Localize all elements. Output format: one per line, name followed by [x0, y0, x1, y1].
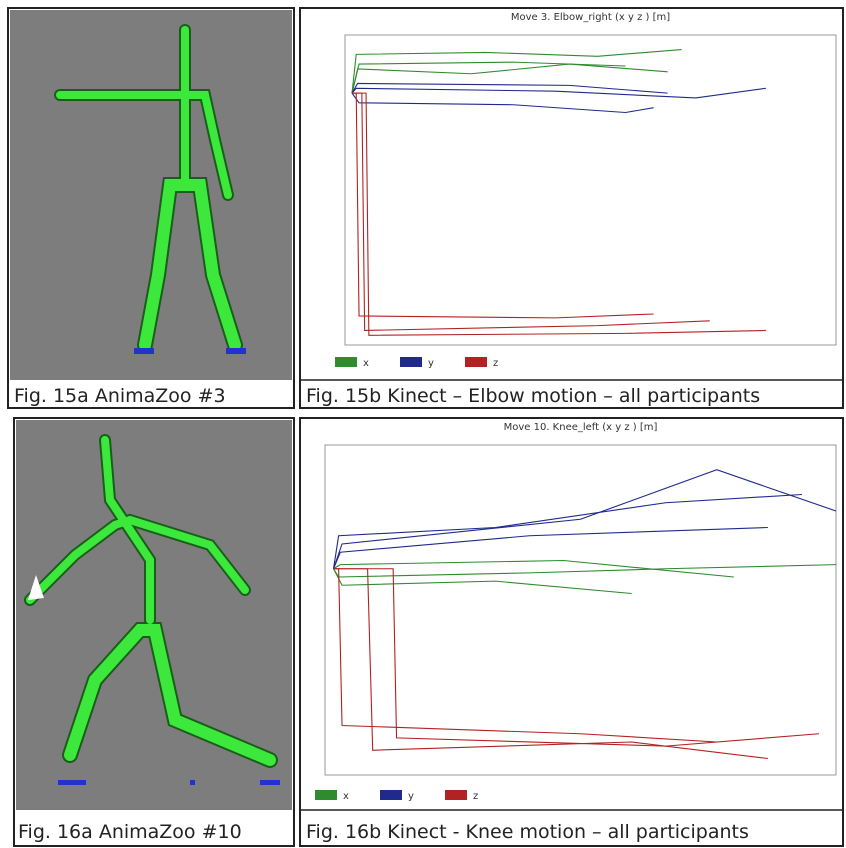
caption: Fig. 15b Kinect – Elbow motion – all par… [306, 385, 760, 407]
legend-label: z [473, 791, 478, 802]
caption: Fig. 15a AnimaZoo #3 [14, 385, 226, 407]
page: Fig. 15a AnimaZoo #3 Fig. 15b Kinect – E… [0, 0, 846, 848]
legend-label: x [343, 791, 349, 802]
figure-frame [300, 418, 843, 846]
legend-swatch [400, 357, 422, 367]
chart-title: Move 10. Knee_left (x y z ) [m] [504, 422, 658, 433]
legend-swatch [380, 790, 402, 800]
legend-label: y [408, 791, 414, 802]
chart-title: Move 3. Elbow_right (x y z ) [m] [511, 12, 670, 23]
legend-swatch [315, 790, 337, 800]
legend-swatch [335, 357, 357, 367]
legend-label: x [363, 358, 369, 369]
legend-label: z [493, 358, 498, 369]
legend-swatch [445, 790, 467, 800]
legend-label: y [428, 358, 434, 369]
legend-swatch [465, 357, 487, 367]
figure-frame [300, 8, 843, 408]
caption: Fig. 16a AnimaZoo #10 [18, 821, 242, 843]
caption: Fig. 16b Kinect - Knee motion – all part… [306, 821, 749, 843]
